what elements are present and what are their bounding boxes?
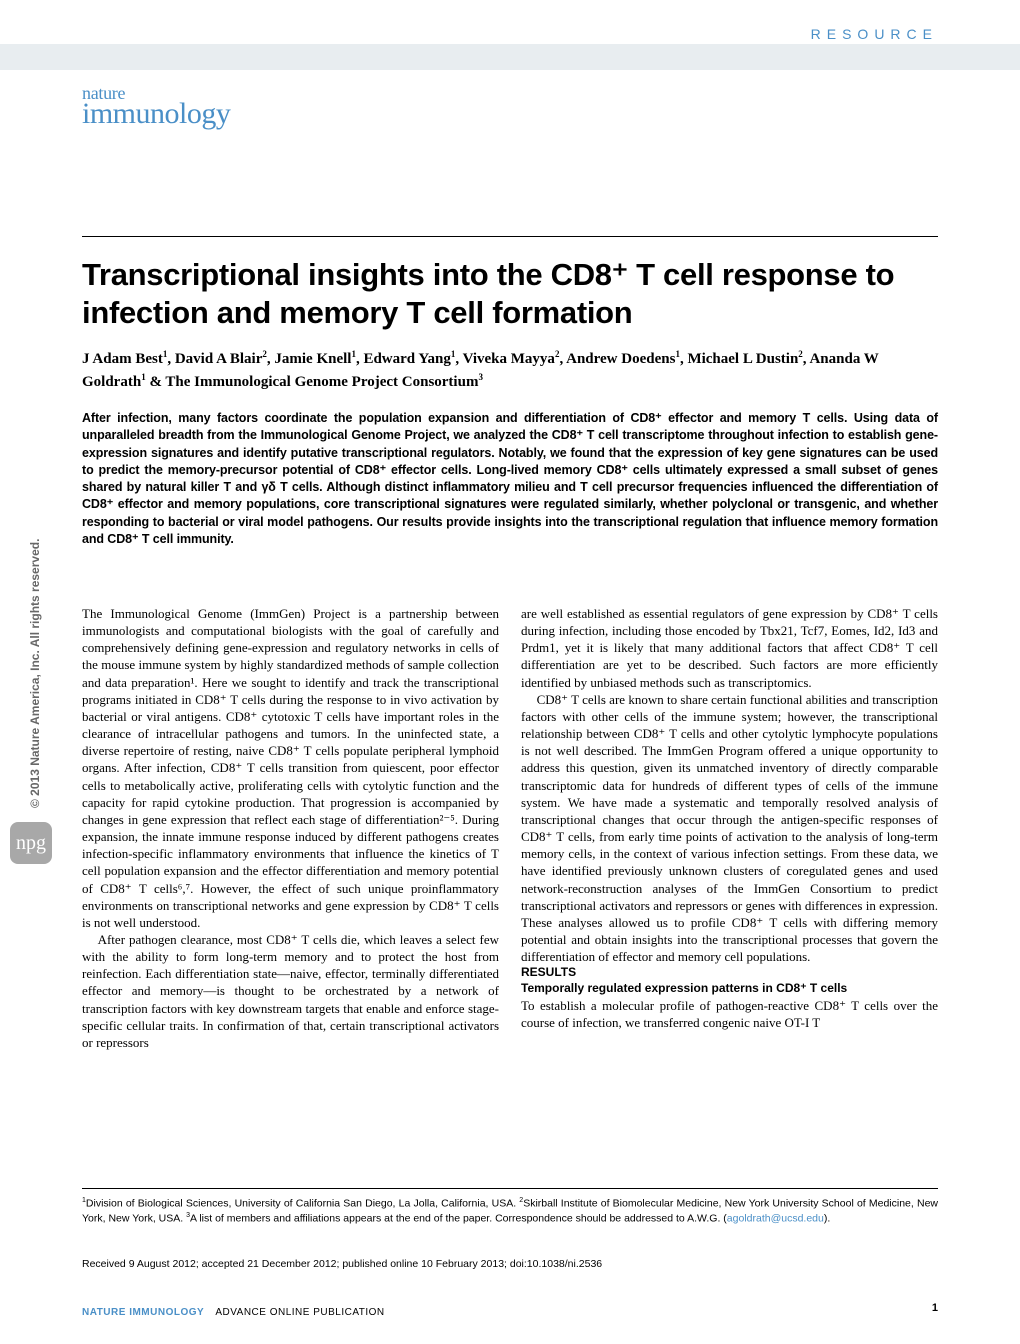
resource-label: RESOURCE [811, 26, 938, 42]
body-p5: To establish a molecular profile of path… [521, 997, 938, 1031]
body-p1: The Immunological Genome (ImmGen) Projec… [82, 605, 499, 931]
received-line: Received 9 August 2012; accepted 21 Dece… [82, 1258, 938, 1270]
npg-logo: npg [10, 822, 52, 864]
header-bar: RESOURCE [0, 44, 1020, 70]
title-rule [82, 236, 938, 237]
body-p4: CD8⁺ T cells are known to share certain … [521, 691, 938, 966]
brand-immunology: immunology [82, 101, 230, 127]
page-number: 1 [932, 1302, 938, 1314]
body-p3: are well established as essential regula… [521, 605, 938, 691]
footer-left: NATURE IMMUNOLOGY ADVANCE ONLINE PUBLICA… [82, 1307, 385, 1318]
results-subheading: Temporally regulated expression patterns… [521, 981, 938, 997]
article-title: Transcriptional insights into the CD8⁺ T… [82, 256, 938, 332]
footer-aop: ADVANCE ONLINE PUBLICATION [215, 1307, 384, 1318]
affiliations-rule [82, 1188, 938, 1189]
body-text: The Immunological Genome (ImmGen) Projec… [82, 605, 938, 1175]
copyright-sidebar: © 2013 Nature America, Inc. All rights r… [28, 539, 42, 808]
results-heading: RESULTS [521, 965, 938, 981]
abstract-text: After infection, many factors coordinate… [82, 410, 938, 548]
svg-text:npg: npg [16, 832, 46, 854]
body-p2: After pathogen clearance, most CD8⁺ T ce… [82, 931, 499, 1051]
footer-journal: NATURE IMMUNOLOGY [82, 1307, 204, 1318]
authors-line: J Adam Best1, David A Blair2, Jamie Knel… [82, 348, 938, 394]
affiliations: 1Division of Biological Sciences, Univer… [82, 1196, 938, 1225]
journal-brand: nature immunology [82, 86, 230, 127]
footer: NATURE IMMUNOLOGY ADVANCE ONLINE PUBLICA… [82, 1302, 938, 1320]
